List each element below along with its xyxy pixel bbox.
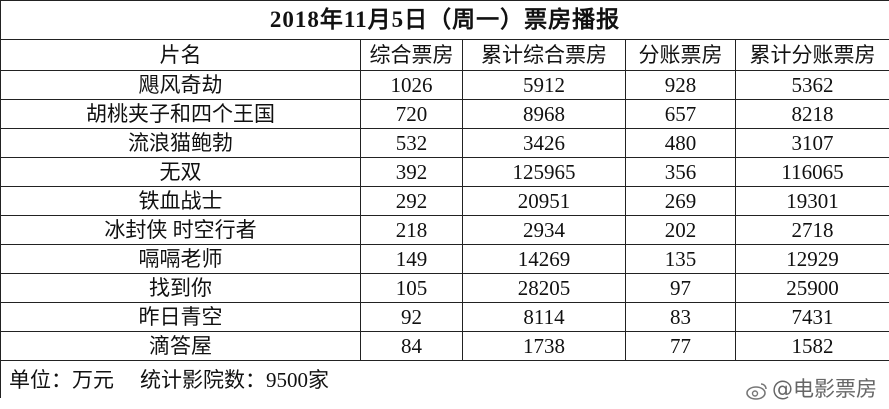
box-office-value: 5912 [462,70,626,100]
unit-note: 单位：万元 [9,367,114,392]
film-name: 流浪猫鲍勃 [0,128,361,158]
box-office-value: 20951 [462,186,626,216]
box-office-value: 116065 [734,157,889,187]
film-name: 找到你 [0,273,361,303]
weibo-icon [746,383,767,400]
box-office-table: 2018年11月5日（周一）票房播报 片名 综合票房 累计综合票房 分账票房 累计分账票… [0,0,889,399]
table-row: 铁血战士 292 20951 269 19301 [0,186,889,216]
table-row: 找到你 105 28205 97 25900 [0,273,889,303]
film-name: 飓风奇劫 [0,70,361,100]
box-office-value: 125965 [462,157,626,187]
box-office-value: 8968 [462,99,626,129]
box-office-value: 25900 [734,273,889,303]
cinema-count: 统计影院数：9500家 [140,367,329,392]
film-name: 冰封侠 时空行者 [0,215,361,245]
column-header: 综合票房 [360,39,463,71]
watermark-text: @电影票房 [772,377,877,401]
box-office-value: 28205 [462,273,626,303]
box-office-value: 135 [625,244,736,274]
box-office-value: 356 [625,157,736,187]
film-name: 铁血战士 [0,186,361,216]
box-office-value: 392 [360,157,463,187]
watermark: @电影票房 [746,373,877,403]
box-office-value: 149 [360,244,463,274]
footer-row: 单位：万元 统计影院数：9500家 [0,360,889,399]
table-row: 流浪猫鲍勃 532 3426 480 3107 [0,128,889,158]
box-office-value: 12929 [734,244,889,274]
box-office-value: 720 [360,99,463,129]
table-row: 无双 392 125965 356 116065 [0,157,889,187]
box-office-value: 928 [625,70,736,100]
footer: 单位：万元 统计影院数：9500家 [0,360,889,399]
box-office-value: 84 [360,331,463,361]
table-row: 冰封侠 时空行者 218 2934 202 2718 [0,215,889,245]
box-office-value: 105 [360,273,463,303]
box-office-value: 8218 [734,99,889,129]
box-office-value: 3426 [462,128,626,158]
box-office-value: 19301 [734,186,889,216]
box-office-value: 97 [625,273,736,303]
table-row: 飓风奇劫 1026 5912 928 5362 [0,70,889,100]
table-row: 昨日青空 92 8114 83 7431 [0,302,889,332]
box-office-value: 77 [625,331,736,361]
box-office-value: 83 [625,302,736,332]
box-office-value: 14269 [462,244,626,274]
box-office-value: 657 [625,99,736,129]
box-office-value: 2934 [462,215,626,245]
box-office-value: 480 [625,128,736,158]
film-name: 无双 [0,157,361,187]
box-office-value: 2718 [734,215,889,245]
box-office-value: 292 [360,186,463,216]
column-header: 片名 [0,39,361,71]
box-office-value: 92 [360,302,463,332]
box-office-value: 1738 [462,331,626,361]
box-office-value: 1582 [734,331,889,361]
box-office-value: 3107 [734,128,889,158]
column-header: 累计综合票房 [462,39,626,71]
film-name: 昨日青空 [0,302,361,332]
box-office-value: 5362 [734,70,889,100]
title: 2018年11月5日（周一）票房播报 [0,0,889,40]
header-row: 片名 综合票房 累计综合票房 分账票房 累计分账票房 [0,39,889,71]
box-office-value: 1026 [360,70,463,100]
table-row: 滴答屋 84 1738 77 1582 [0,331,889,361]
box-office-value: 202 [625,215,736,245]
box-office-value: 532 [360,128,463,158]
column-header: 累计分账票房 [734,39,889,71]
box-office-value: 8114 [462,302,626,332]
box-office-value: 269 [625,186,736,216]
table-row: 嗝嗝老师 149 14269 135 12929 [0,244,889,274]
film-name: 嗝嗝老师 [0,244,361,274]
box-office-value: 7431 [734,302,889,332]
film-name: 滴答屋 [0,331,361,361]
film-name: 胡桃夹子和四个王国 [0,99,361,129]
column-header: 分账票房 [625,39,736,71]
box-office-value: 218 [360,215,463,245]
table-row: 胡桃夹子和四个王国 720 8968 657 8218 [0,99,889,129]
